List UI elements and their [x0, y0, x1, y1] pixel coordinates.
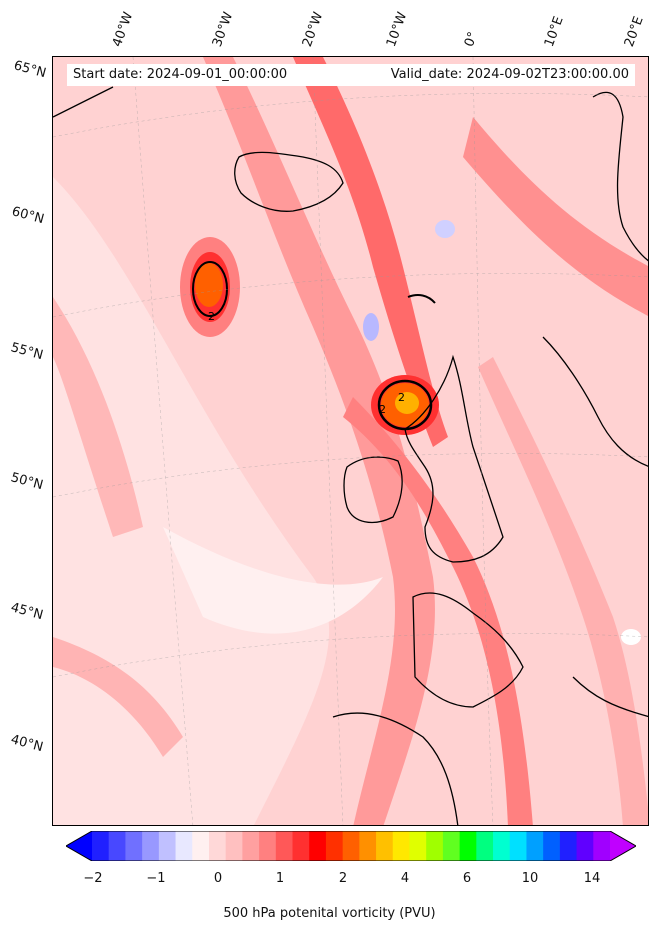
pv-band-white-atlantic: [163, 527, 383, 634]
norway-coast: [592, 91, 648, 262]
colorbar-arrow-high: [610, 831, 636, 861]
lat-tick-label: 60°N: [10, 204, 46, 228]
pv-band-north-sea: [463, 117, 648, 316]
colorbar-segment: [275, 831, 294, 861]
colorbar-segment: [158, 831, 177, 861]
lon-tick-label: 40°W: [109, 10, 137, 49]
colorbar-segment: [442, 831, 461, 861]
pv-band-west-edge: [53, 297, 143, 537]
low-pv-patch: [621, 629, 641, 645]
pv-band-southwest: [53, 637, 183, 757]
colorbar: [66, 831, 636, 861]
ireland-coast: [343, 456, 403, 524]
colorbar-segment: [526, 831, 544, 861]
greenland-coast: [53, 86, 114, 118]
colorbar-segment: [559, 831, 578, 861]
scot-cyclone-core: [395, 392, 419, 414]
lat-tick-label: 45°N: [9, 600, 45, 624]
lat-tick-label: 55°N: [9, 340, 45, 364]
colorbar-segment: [192, 831, 210, 861]
france-coast: [412, 592, 524, 708]
contour-label: 2: [398, 391, 405, 404]
lat-tick-label: 50°N: [9, 470, 45, 494]
colorbar-segment: [309, 831, 327, 861]
colorbar-segment: [359, 831, 377, 861]
colorbar-segment: [259, 831, 277, 861]
west-cyclone-contour: [192, 261, 228, 317]
colorbar-tick-label: −2: [83, 871, 103, 886]
colorbar-segment: [493, 831, 511, 861]
pv-band-europe: [478, 357, 648, 825]
west-cyclone-core: [195, 263, 223, 307]
colorbar-segment: [292, 831, 310, 861]
colorbar-arrow-low: [66, 831, 92, 861]
colorbar-segment: [208, 831, 227, 861]
colorbar-segment: [92, 831, 110, 861]
pv-band-light-west: [53, 177, 330, 825]
date-header: Start date: 2024-09-01_00:00:00 Valid_da…: [67, 64, 635, 86]
scandinavia-coast: [542, 336, 648, 467]
colorbar-segment: [175, 831, 193, 861]
colorbar-segment: [409, 831, 427, 861]
lat-tick-label: 65°N: [12, 58, 48, 82]
lat-tick-label: 40°N: [9, 732, 45, 756]
colorbar-tick-label: 10: [521, 871, 539, 886]
contour-label: 2: [208, 310, 215, 323]
colorbar-segment: [225, 831, 243, 861]
colorbar-segment: [576, 831, 594, 861]
colorbar-segment: [376, 831, 394, 861]
colorbar-tick-label: 6: [462, 871, 472, 886]
lon-tick-label: 20°W: [299, 10, 327, 49]
mediterranean-coast: [572, 676, 648, 718]
colorbar-segment: [459, 831, 477, 861]
colorbar-segment: [426, 831, 444, 861]
colorbar-segment: [242, 831, 260, 861]
pv-contour-map: 2 2 2: [53, 57, 648, 825]
colorbar-tick-label: 14: [583, 871, 601, 886]
colorbar-segment: [142, 831, 160, 861]
colorbar-tick-label: 4: [400, 871, 410, 886]
iberia-coast: [332, 712, 459, 825]
valid-date-label: Valid_date: 2024-09-02T23:00:00.00: [390, 67, 629, 82]
start-date-label: Start date: 2024-09-01_00:00:00: [73, 67, 288, 82]
negative-pv-patch: [435, 220, 455, 238]
colorbar-segment: [108, 831, 126, 861]
coastlines: [53, 86, 648, 825]
colorbar-tick-label: 0: [213, 871, 223, 886]
colorbar-title: 500 hPa potenital vorticity (PVU): [223, 906, 436, 921]
colorbar-segment: [392, 831, 410, 861]
lon-tick-label: 0°: [461, 29, 482, 49]
negative-pv-patch: [363, 313, 379, 341]
pv-band-jet-core: [293, 57, 448, 447]
pv-band-england: [343, 397, 533, 825]
colorbar-tick-label: 1: [275, 871, 285, 886]
colorbar-tick-label: 2: [338, 871, 348, 886]
contour-label: 2: [379, 403, 386, 416]
colorbar-segment: [125, 831, 143, 861]
britain-coast: [404, 354, 504, 563]
colorbar-tick-label: −1: [146, 871, 166, 886]
colorbar-segment: [509, 831, 527, 861]
colorbar-segment: [476, 831, 494, 861]
colorbar-segment: [593, 831, 611, 861]
lon-tick-label: 10°E: [541, 14, 567, 50]
faroes-contour: [407, 294, 436, 304]
map-panel[interactable]: 2 2 2: [52, 56, 649, 826]
colorbar-segment: [342, 831, 360, 861]
iceland-coast: [234, 151, 344, 212]
lon-tick-label: 10°W: [383, 10, 411, 49]
colorbar-segment: [543, 831, 561, 861]
lon-tick-label: 30°W: [209, 10, 237, 49]
colorbar-segment: [325, 831, 344, 861]
graticule: [53, 57, 648, 825]
lon-tick-label: 20°E: [621, 14, 647, 50]
